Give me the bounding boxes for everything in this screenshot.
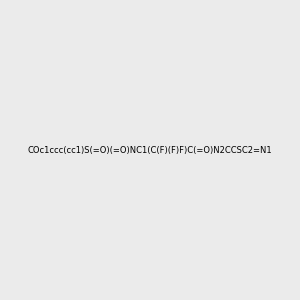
Text: COc1ccc(cc1)S(=O)(=O)NC1(C(F)(F)F)C(=O)N2CCSC2=N1: COc1ccc(cc1)S(=O)(=O)NC1(C(F)(F)F)C(=O)N… xyxy=(28,146,272,154)
